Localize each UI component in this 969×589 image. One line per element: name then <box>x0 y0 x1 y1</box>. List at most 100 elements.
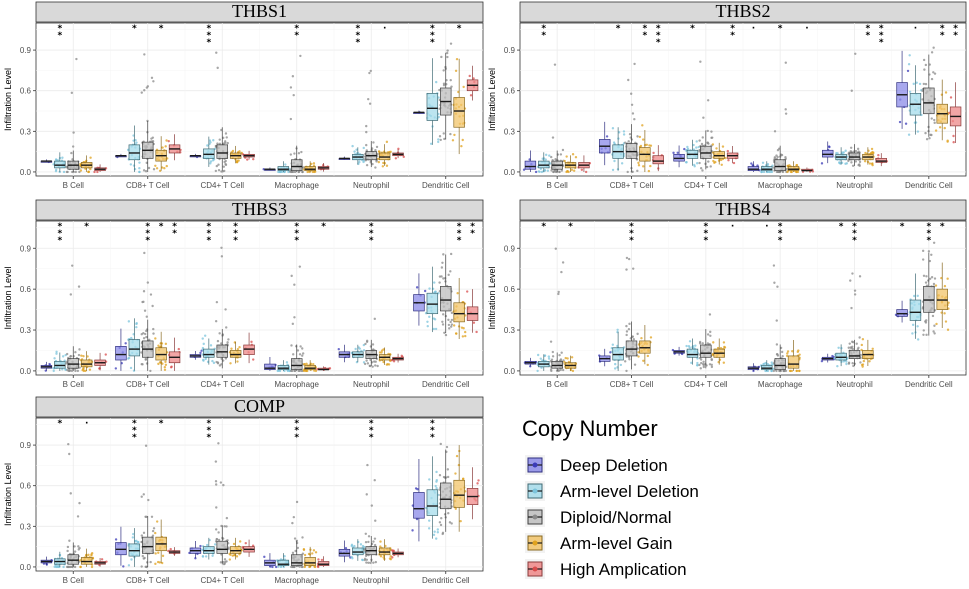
data-point <box>224 140 227 143</box>
data-point <box>706 333 710 336</box>
data-point <box>785 354 789 358</box>
data-point <box>87 170 90 173</box>
data-point <box>701 169 704 172</box>
data-point <box>686 147 690 151</box>
data-point <box>373 479 376 482</box>
data-point <box>441 261 444 264</box>
data-point <box>289 153 293 156</box>
data-point <box>225 136 228 139</box>
data-point <box>698 139 701 142</box>
data-point <box>922 333 925 336</box>
data-point <box>80 354 83 357</box>
box-cd8-t-cell-arm-level-gain <box>154 136 169 172</box>
data-point <box>522 168 526 171</box>
data-point <box>450 323 454 326</box>
data-point <box>947 301 950 304</box>
strip-thbs4 <box>519 199 967 221</box>
data-point <box>284 163 287 166</box>
data-point <box>864 151 867 155</box>
data-point <box>853 289 857 292</box>
data-point <box>921 258 925 261</box>
data-point <box>943 284 947 288</box>
significance-mark: * <box>206 31 211 41</box>
data-point <box>382 161 385 165</box>
data-point <box>726 149 730 153</box>
data-point <box>916 325 919 328</box>
data-point <box>613 159 616 163</box>
box-body <box>686 348 699 358</box>
data-point <box>314 551 318 554</box>
data-point <box>438 474 442 477</box>
tick-label-x-cd8-t-cell: CD8+ T Cell <box>126 380 170 389</box>
data-point <box>714 160 717 164</box>
box-body <box>909 299 922 321</box>
data-point <box>435 537 438 540</box>
data-point <box>432 317 436 320</box>
data-point <box>152 327 155 331</box>
data-point <box>209 160 213 163</box>
data-point <box>877 153 880 157</box>
data-point <box>365 124 368 128</box>
data-point <box>698 363 701 367</box>
data-point <box>244 541 247 545</box>
data-point <box>784 369 788 373</box>
data-point <box>152 168 156 171</box>
data-point <box>449 132 452 136</box>
data-point <box>547 357 551 360</box>
data-point <box>446 49 449 52</box>
data-point <box>584 170 588 174</box>
data-point <box>781 355 784 358</box>
data-point <box>569 368 573 372</box>
data-point <box>699 167 703 170</box>
data-point <box>144 565 147 568</box>
significance-mark: * <box>940 31 945 41</box>
data-point <box>289 86 293 89</box>
data-point <box>165 139 168 142</box>
data-point <box>293 369 297 373</box>
data-point <box>627 140 630 143</box>
data-point <box>611 343 615 346</box>
data-point <box>928 259 932 263</box>
data-point <box>66 565 70 569</box>
data-point <box>857 346 860 350</box>
data-point <box>699 60 702 63</box>
data-point <box>214 320 218 323</box>
data-point <box>428 519 431 522</box>
data-point <box>620 162 624 165</box>
data-point <box>291 369 294 373</box>
data-point <box>844 162 847 165</box>
data-point <box>68 369 71 373</box>
data-point <box>436 531 440 534</box>
data-point <box>301 354 304 357</box>
data-point <box>164 363 168 367</box>
data-point <box>239 540 242 543</box>
significance-mark: * <box>430 24 435 34</box>
box-macrophage-deep-deletion <box>264 357 277 371</box>
data-point <box>365 149 368 152</box>
significance-mark: * <box>172 222 177 232</box>
data-point <box>154 164 157 168</box>
data-point <box>762 170 766 174</box>
data-point <box>82 354 85 358</box>
data-point <box>369 561 372 565</box>
data-point <box>791 350 794 353</box>
data-point <box>908 90 912 93</box>
data-point <box>142 300 145 304</box>
tick-label-x-b-cell: B Cell <box>63 576 85 585</box>
panel-thbs3: THBS3 0.0 0.3 0.6 0.9 B Cell CD8+ T Cell CD4+ T… <box>3 199 484 389</box>
tick-label-y: 0.3 <box>20 127 32 136</box>
tick-label-x-dendritic-cell: Dendritic Cell <box>422 576 470 585</box>
data-point <box>428 287 431 290</box>
tick-label-y: 0.6 <box>20 87 32 96</box>
tick-label-x-cd4-t-cell: CD4+ T Cell <box>201 380 245 389</box>
data-point <box>48 362 51 366</box>
data-point <box>374 148 377 152</box>
box-cd8-t-cell-deep-deletion <box>114 526 127 568</box>
data-point <box>66 545 70 549</box>
data-point <box>151 304 154 308</box>
data-point <box>70 91 74 95</box>
significance-mark: * <box>132 419 137 429</box>
data-point <box>561 148 565 152</box>
data-point <box>433 530 436 533</box>
data-point <box>828 145 831 149</box>
